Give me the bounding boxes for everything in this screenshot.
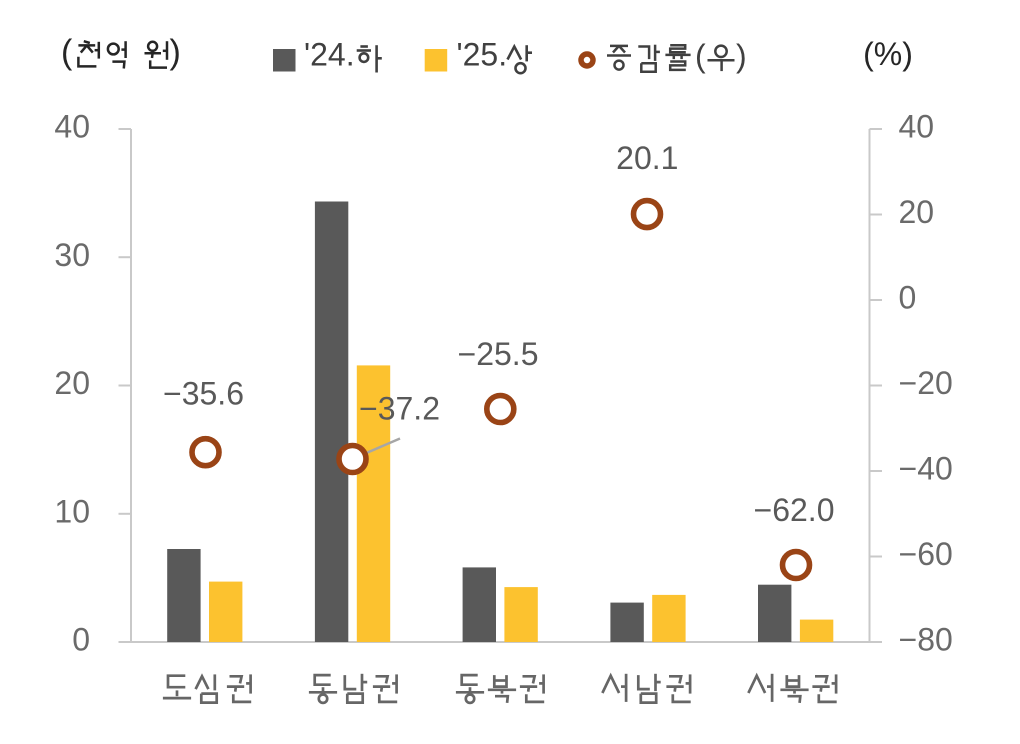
- svg-text:20: 20: [899, 194, 935, 230]
- svg-text:−37.2: −37.2: [359, 391, 440, 427]
- svg-text:(%): (%): [863, 36, 913, 72]
- svg-text:20.1: 20.1: [616, 140, 678, 176]
- svg-text:−60: −60: [899, 536, 953, 572]
- svg-text:'24.: '24.: [304, 37, 355, 73]
- svg-text:−62.0: −62.0: [754, 492, 835, 528]
- svg-text:−80: −80: [899, 622, 953, 658]
- svg-text:40: 40: [54, 109, 90, 145]
- svg-text:−35.6: −35.6: [163, 376, 244, 412]
- svg-text:10: 10: [54, 493, 90, 529]
- svg-text:'25.: '25.: [457, 37, 508, 73]
- svg-text:): ): [170, 34, 181, 72]
- svg-text:−25.5: −25.5: [458, 336, 539, 372]
- svg-text:20: 20: [54, 365, 90, 401]
- svg-text:−40: −40: [899, 451, 953, 487]
- svg-text:(: (: [61, 34, 73, 72]
- svg-text:30: 30: [54, 237, 90, 273]
- svg-text:0: 0: [899, 280, 917, 316]
- svg-text:): ): [736, 38, 747, 74]
- svg-text:0: 0: [72, 622, 90, 658]
- svg-text:−20: −20: [899, 365, 953, 401]
- svg-text:(: (: [695, 38, 706, 74]
- svg-text:40: 40: [899, 109, 935, 145]
